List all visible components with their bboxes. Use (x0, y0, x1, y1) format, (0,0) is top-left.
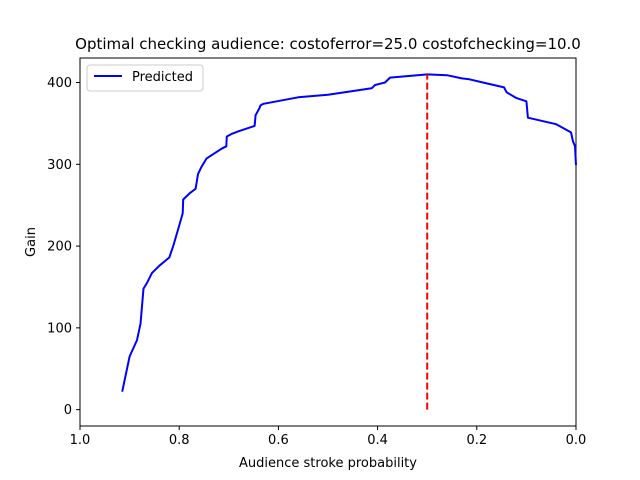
y-tick-label: 200 (47, 240, 72, 255)
x-tick-label: 1.0 (70, 433, 91, 448)
series-line-predicted (121, 73, 577, 392)
y-axis-label: Gain (24, 227, 39, 257)
legend: Predicted (86, 64, 204, 92)
x-tick-label: 0.8 (169, 433, 190, 448)
x-tick-label: 0.0 (566, 433, 587, 448)
y-tick-label: 400 (47, 76, 72, 91)
x-axis-ticks: 1.0 0.8 0.6 0.4 0.2 0.0 (70, 426, 587, 448)
y-tick-label: 300 (47, 158, 72, 173)
x-tick-label: 0.2 (466, 433, 487, 448)
y-axis-ticks: 0 100 200 300 400 (47, 76, 80, 418)
plot-frame (79, 57, 577, 427)
y-tick-label: 100 (47, 321, 72, 336)
chart-title: Optimal checking audience: costoferror=2… (75, 35, 581, 53)
x-tick-label: 0.6 (268, 433, 289, 448)
series-layer (121, 73, 577, 410)
y-tick-label: 0 (64, 403, 72, 418)
legend-label-predicted: Predicted (132, 70, 193, 85)
x-tick-label: 0.4 (367, 433, 388, 448)
x-axis-label: Audience stroke probability (239, 456, 417, 471)
plot-area (79, 57, 577, 427)
legend-box (86, 64, 204, 92)
